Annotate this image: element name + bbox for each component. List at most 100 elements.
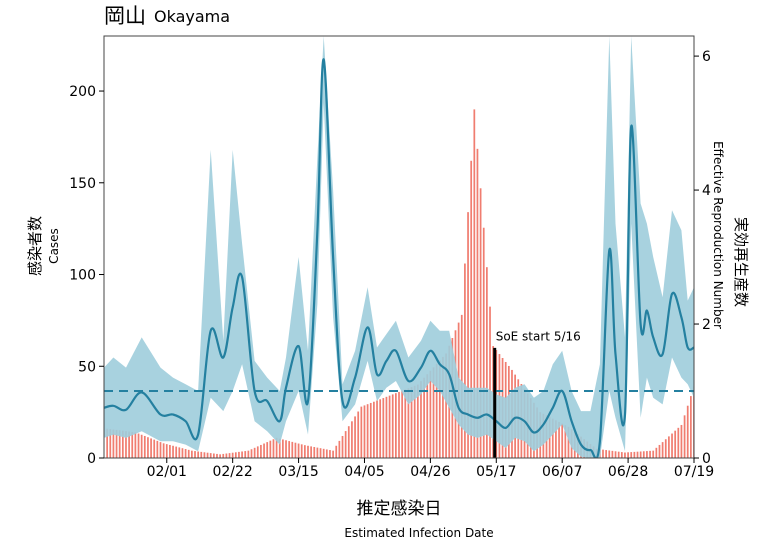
case-bar (555, 420, 557, 458)
x-tick-label: 06/28 (608, 464, 648, 480)
case-bar (137, 433, 140, 458)
case-bar (159, 442, 162, 458)
case-bar (329, 450, 331, 458)
case-bar (401, 390, 404, 458)
x-tick-label: 03/15 (278, 464, 318, 480)
case-bar (175, 446, 178, 458)
case-bar (407, 388, 410, 458)
case-bar (366, 404, 369, 458)
case-bar (473, 109, 476, 458)
case-bar (347, 426, 350, 458)
case-bar (479, 188, 482, 458)
case-bar (153, 439, 156, 458)
case-bar (671, 433, 673, 458)
case-bar (627, 452, 629, 458)
case-bar (231, 452, 234, 458)
case-bar (200, 451, 203, 458)
case-bar (316, 447, 319, 458)
case-bar (395, 393, 397, 458)
case-bar (225, 453, 228, 458)
rt-line (104, 58, 694, 458)
case-bar (551, 418, 554, 458)
case-bar (203, 452, 206, 458)
case-bar (467, 212, 469, 458)
case-bar (162, 443, 165, 458)
case-bar (630, 452, 633, 458)
y-tick-label-right: 6 (702, 49, 711, 65)
case-bar (617, 451, 620, 458)
case-bar (241, 451, 243, 458)
case-bar (191, 450, 193, 458)
case-bar (426, 374, 429, 458)
case-bar (611, 450, 614, 458)
case-bar (661, 442, 664, 458)
case-bar (420, 381, 422, 458)
case-bar (413, 385, 416, 458)
rt-ci-band-group (104, 36, 694, 458)
y-axis-label-right-jp: 実効再生産数 (732, 217, 750, 307)
case-bar (642, 451, 645, 458)
case-bar (234, 452, 237, 458)
case-bar (620, 452, 623, 458)
case-bar (655, 447, 658, 458)
case-bar (169, 444, 171, 458)
case-bar (297, 443, 300, 458)
rt-line-group (104, 58, 694, 458)
case-bar (341, 435, 344, 458)
case-bar (398, 391, 400, 458)
case-bar (567, 426, 570, 458)
y-tick-label-left: 200 (69, 84, 96, 100)
case-bar (266, 442, 269, 458)
case-bar (624, 452, 626, 458)
case-bar (112, 429, 115, 458)
case-bar (379, 399, 382, 458)
case-bar (140, 434, 143, 458)
case-bar (335, 445, 338, 458)
case-bar (194, 451, 196, 458)
case-bar (652, 450, 655, 458)
case-bar (187, 449, 190, 458)
case-bar (357, 411, 360, 458)
case-bar (238, 451, 240, 458)
case-bar (470, 160, 473, 458)
case-bar (278, 438, 281, 458)
case-bar (354, 416, 356, 458)
y-axis-label-left-jp: 感染者数 (26, 216, 44, 276)
case-bar (489, 306, 491, 458)
case-bar (118, 430, 121, 458)
case-bar (172, 445, 174, 458)
case-bar (558, 421, 560, 458)
case-bar (250, 449, 253, 458)
case-bar (275, 437, 278, 458)
case-bar (121, 430, 124, 458)
case-bar (636, 451, 639, 458)
case-bar (677, 427, 680, 458)
case-bar (206, 452, 209, 458)
case-bar (410, 387, 413, 458)
case-bar (482, 227, 485, 458)
case-bar (686, 405, 689, 458)
x-tick-label: 02/01 (147, 464, 187, 480)
case-bar (131, 431, 134, 458)
case-bar (683, 415, 686, 458)
x-axis-label-jp: 推定感染日 (357, 499, 442, 519)
case-bar (106, 428, 109, 458)
y-tick-label-left: 150 (69, 176, 96, 192)
case-bar (263, 443, 265, 458)
case-bar (435, 363, 438, 458)
case-bar (429, 370, 432, 458)
case-bar (310, 446, 312, 458)
case-bar (376, 400, 378, 458)
case-bar (351, 421, 353, 458)
case-bar (109, 429, 112, 458)
case-bar (382, 398, 385, 458)
x-tick-label: 04/26 (410, 464, 450, 480)
case-bar (216, 453, 218, 458)
case-bar (602, 449, 604, 458)
soe-start-label: SoE start 5/16 (496, 330, 581, 344)
case-bar (432, 367, 435, 458)
rt-ci-band (104, 36, 694, 458)
case-bar (680, 424, 683, 458)
case-bar (197, 451, 200, 458)
